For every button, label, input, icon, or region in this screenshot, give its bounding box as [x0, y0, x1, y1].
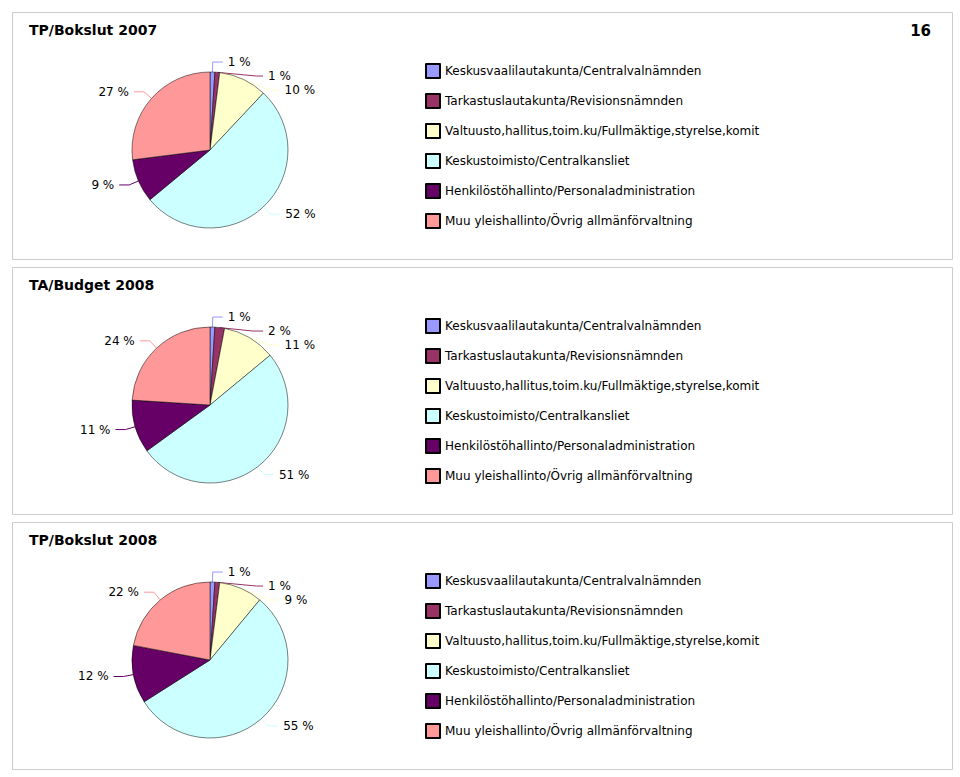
svg-text:TP/Bokslut 2007: TP/Bokslut 2007: [29, 22, 157, 38]
svg-text:24 %: 24 %: [104, 334, 135, 348]
svg-text:9 %: 9 %: [285, 593, 308, 607]
svg-text:Valtuusto,hallitus,toim.ku/Ful: Valtuusto,hallitus,toim.ku/Fullmäktige,s…: [445, 124, 760, 138]
svg-text:Muu yleishallinto/Övrig allmän: Muu yleishallinto/Övrig allmänförvaltnin…: [445, 212, 693, 228]
svg-text:9 %: 9 %: [91, 178, 114, 192]
svg-text:Tarkastuslautakunta/Revisionsn: Tarkastuslautakunta/Revisionsnämnden: [444, 94, 683, 108]
svg-text:12 %: 12 %: [78, 669, 109, 683]
svg-text:11 %: 11 %: [80, 423, 111, 437]
svg-text:Keskusvaalilautakunta/Centralv: Keskusvaalilautakunta/Centralvalnämnden: [445, 319, 701, 333]
svg-text:Valtuusto,hallitus,toim.ku/Ful: Valtuusto,hallitus,toim.ku/Fullmäktige,s…: [445, 379, 760, 393]
svg-text:Henkilöstöhallinto/Personaladm: Henkilöstöhallinto/Personaladministratio…: [445, 439, 695, 453]
svg-text:Tarkastuslautakunta/Revisionsn: Tarkastuslautakunta/Revisionsnämnden: [444, 604, 683, 618]
svg-text:1 %: 1 %: [268, 579, 291, 593]
svg-text:TA/Budget 2008: TA/Budget 2008: [29, 277, 154, 293]
svg-text:Keskustoimisto/Centralkansliet: Keskustoimisto/Centralkansliet: [445, 664, 630, 678]
svg-text:Keskusvaalilautakunta/Centralv: Keskusvaalilautakunta/Centralvalnämnden: [445, 64, 701, 78]
svg-text:Muu yleishallinto/Övrig allmän: Muu yleishallinto/Övrig allmänförvaltnin…: [445, 467, 693, 483]
svg-text:1 %: 1 %: [228, 565, 251, 579]
svg-text:11 %: 11 %: [285, 338, 316, 352]
svg-text:16: 16: [910, 22, 931, 40]
svg-text:51 %: 51 %: [279, 468, 310, 482]
svg-text:55 %: 55 %: [283, 719, 314, 733]
svg-text:TP/Bokslut 2008: TP/Bokslut 2008: [29, 532, 157, 548]
svg-text:27 %: 27 %: [98, 85, 129, 99]
svg-text:1 %: 1 %: [228, 55, 251, 69]
svg-text:22 %: 22 %: [108, 585, 139, 599]
svg-text:Muu yleishallinto/Övrig allmän: Muu yleishallinto/Övrig allmänförvaltnin…: [445, 722, 693, 738]
svg-text:1 %: 1 %: [228, 310, 251, 324]
svg-text:Keskustoimisto/Centralkansliet: Keskustoimisto/Centralkansliet: [445, 409, 630, 423]
svg-text:Keskusvaalilautakunta/Centralv: Keskusvaalilautakunta/Centralvalnämnden: [445, 574, 701, 588]
svg-text:Tarkastuslautakunta/Revisionsn: Tarkastuslautakunta/Revisionsnämnden: [444, 349, 683, 363]
svg-text:Henkilöstöhallinto/Personaladm: Henkilöstöhallinto/Personaladministratio…: [445, 694, 695, 708]
svg-text:1 %: 1 %: [268, 69, 291, 83]
svg-text:Valtuusto,hallitus,toim.ku/Ful: Valtuusto,hallitus,toim.ku/Fullmäktige,s…: [445, 634, 760, 648]
svg-text:Keskustoimisto/Centralkansliet: Keskustoimisto/Centralkansliet: [445, 154, 630, 168]
svg-text:2 %: 2 %: [268, 324, 291, 338]
svg-text:Henkilöstöhallinto/Personaladm: Henkilöstöhallinto/Personaladministratio…: [445, 184, 695, 198]
svg-text:52 %: 52 %: [285, 207, 316, 221]
svg-text:10 %: 10 %: [285, 83, 316, 97]
